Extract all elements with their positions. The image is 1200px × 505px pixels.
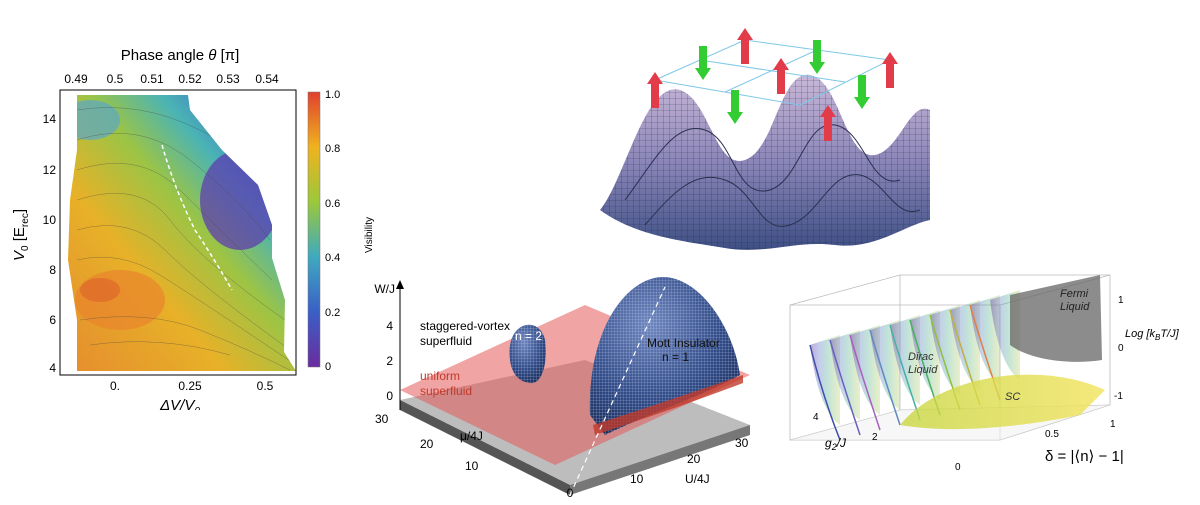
- svg-text:1: 1: [1110, 419, 1116, 430]
- svg-text:Dirac: Dirac: [908, 351, 934, 363]
- svg-text:0.5: 0.5: [257, 379, 274, 393]
- svg-text:14: 14: [43, 112, 57, 126]
- svg-text:10: 10: [630, 472, 644, 486]
- lattice-svg: [600, 28, 930, 250]
- delta-axis-label: δ = |⟨n⟩ − 1|: [1045, 448, 1124, 465]
- down-arrow-icon: [854, 75, 870, 109]
- svg-text:2: 2: [872, 432, 878, 443]
- down-arrow-icon: [727, 90, 743, 124]
- svg-text:Liquid: Liquid: [1060, 301, 1090, 313]
- svg-text:uniform: uniform: [420, 369, 460, 383]
- mu-axis-label: μ/4J: [460, 429, 483, 443]
- svg-text:0.6: 0.6: [325, 198, 340, 210]
- phase3d-svg: W/J 4 2 0 staggered-vortex superfluid n …: [374, 276, 750, 500]
- down-arrow-icon: [695, 46, 711, 80]
- z-ticks: 4 2 0: [386, 319, 393, 403]
- svg-text:0.53: 0.53: [216, 72, 240, 86]
- top-axis-title: Phase angle θ [π]: [121, 47, 240, 64]
- contour-frame: [59, 89, 297, 376]
- svg-text:n = 1: n = 1: [662, 350, 689, 364]
- log-ticks: 1 0 -1: [1114, 295, 1124, 402]
- svg-text:0.25: 0.25: [178, 379, 202, 393]
- x-axis-label: ΔV/V0: [159, 397, 200, 410]
- svg-text:20: 20: [687, 452, 701, 466]
- svg-text:8: 8: [49, 263, 56, 277]
- colorbar: [307, 91, 321, 368]
- svg-text:Mott Insulator: Mott Insulator: [647, 336, 720, 350]
- sc-dome: [900, 374, 1105, 430]
- origin-label: 0: [567, 486, 574, 500]
- u-axis-label: U/4J: [685, 472, 710, 486]
- contour-panel: Phase angle θ [π] 0.49 0.5 0.51 0.52 0.5…: [0, 0, 380, 417]
- svg-text:30: 30: [375, 412, 389, 426]
- g-axis-label: g2/J: [825, 436, 847, 452]
- svg-text:0.5: 0.5: [1045, 429, 1059, 440]
- up-arrow-icon: [882, 52, 898, 88]
- colorbar-ticks: 1.0 0.8 0.6 0.4 0.2 0: [325, 89, 340, 373]
- svg-text:0.4: 0.4: [325, 252, 340, 264]
- svg-text:10: 10: [465, 459, 479, 473]
- svg-text:staggered-vortex: staggered-vortex: [420, 319, 510, 333]
- region-labels: Fermi Liquid Dirac Liquid SC: [908, 288, 1090, 403]
- svg-text:SC: SC: [1005, 391, 1020, 403]
- lattice-surface: [600, 74, 930, 250]
- svg-text:superfluid: superfluid: [420, 334, 472, 348]
- svg-text:Liquid: Liquid: [908, 364, 938, 376]
- svg-text:0.52: 0.52: [178, 72, 202, 86]
- up-arrow-icon: [647, 72, 663, 108]
- svg-text:10: 10: [43, 213, 57, 227]
- svg-text:0.49: 0.49: [64, 72, 88, 86]
- top-ticks: 0.49 0.5 0.51 0.52 0.53 0.54: [64, 72, 279, 86]
- delta-ticks: 1 0.5 0: [955, 419, 1116, 473]
- y-axis-label: V0 [Erec]: [11, 209, 31, 261]
- svg-text:0: 0: [325, 361, 331, 373]
- svg-text:4: 4: [49, 361, 56, 375]
- up-arrow-icon: [737, 28, 753, 64]
- svg-text:30: 30: [735, 436, 749, 450]
- phase-labels: staggered-vortex superfluid n = 2 unifor…: [420, 319, 720, 398]
- svg-text:0.51: 0.51: [140, 72, 164, 86]
- lattice-panel: [585, 20, 945, 260]
- svg-text:0: 0: [386, 389, 393, 403]
- down-arrow-icon: [809, 40, 825, 74]
- up-arrow-icon: [820, 105, 836, 141]
- fermi-sheet: [1010, 275, 1102, 362]
- curtain-surfaces: [810, 290, 1020, 425]
- svg-text:n = 2: n = 2: [515, 329, 542, 343]
- contour-svg: Phase angle θ [π] 0.49 0.5 0.51 0.52 0.5…: [11, 47, 375, 417]
- contour-field: [68, 95, 296, 371]
- svg-text:2: 2: [386, 354, 393, 368]
- svg-text:4: 4: [386, 319, 393, 333]
- dirac-svg: Fermi Liquid Dirac Liquid SC 1 0 -1 Log …: [789, 274, 1180, 473]
- spin-arrows: [647, 28, 898, 141]
- svg-text:12: 12: [43, 163, 57, 177]
- g-ticks: 4 2: [813, 412, 878, 443]
- svg-text:20: 20: [420, 437, 434, 451]
- svg-text:0.5: 0.5: [107, 72, 124, 86]
- svg-text:0: 0: [955, 462, 961, 473]
- svg-text:0.8: 0.8: [325, 143, 340, 155]
- up-arrow-icon: [773, 58, 789, 94]
- svg-text:superfluid: superfluid: [420, 384, 472, 398]
- colorbar-label: Visibility: [364, 217, 375, 253]
- u-axis-ticks: 30 20 10: [630, 436, 749, 486]
- mu-axis-ticks: 30 20 10: [375, 412, 479, 473]
- phase3d-panel: W/J 4 2 0 staggered-vortex superfluid n …: [365, 265, 765, 500]
- svg-text:0: 0: [1118, 343, 1124, 354]
- svg-text:6: 6: [49, 313, 56, 327]
- x-ticks: 0. 0.25 0.5: [110, 379, 274, 393]
- svg-text:4: 4: [813, 412, 819, 423]
- log-axis-label: Log [kBT/J]: [1125, 328, 1180, 342]
- svg-text:-1: -1: [1114, 391, 1123, 402]
- z-axis-label: W/J: [374, 282, 395, 296]
- svg-text:0.2: 0.2: [325, 307, 340, 319]
- svg-text:1.0: 1.0: [325, 89, 340, 101]
- svg-text:1: 1: [1118, 295, 1124, 306]
- svg-text:0.: 0.: [110, 379, 120, 393]
- lattice-grid: [653, 39, 892, 106]
- svg-text:0.54: 0.54: [255, 72, 279, 86]
- dirac-panel: Fermi Liquid Dirac Liquid SC 1 0 -1 Log …: [780, 265, 1200, 495]
- y-ticks: 14 12 10 8 6 4: [43, 112, 57, 375]
- svg-text:Fermi: Fermi: [1060, 288, 1089, 300]
